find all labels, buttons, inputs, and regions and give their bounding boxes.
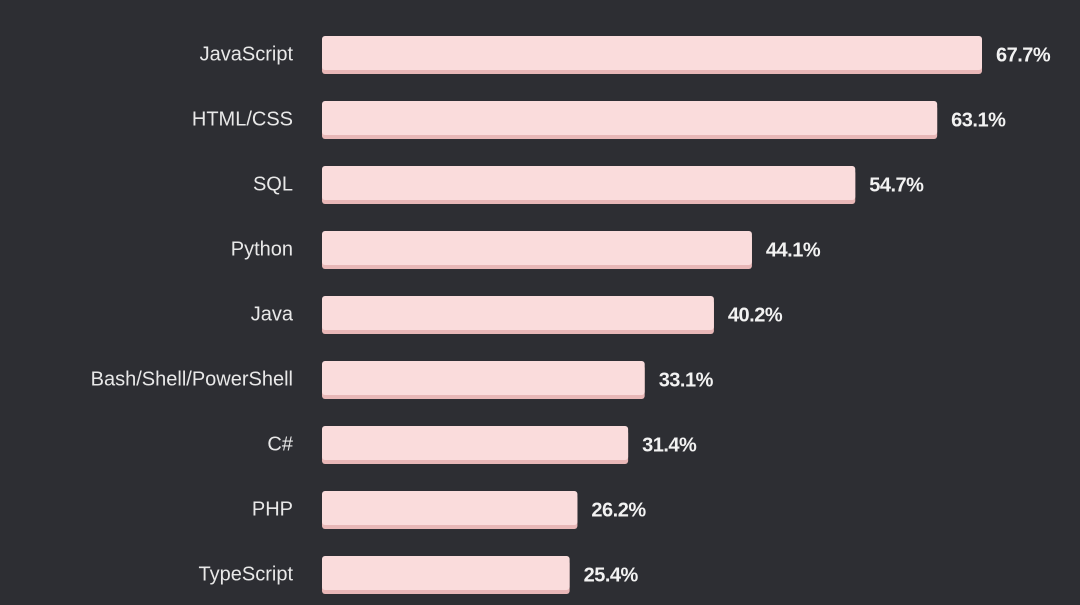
bar-row: PHP 26.2% xyxy=(252,491,647,529)
category-label: PHP xyxy=(252,498,293,520)
value-label: 54.7% xyxy=(869,174,924,196)
bar-row: HTML/CSS 63.1% xyxy=(192,101,1007,139)
bar xyxy=(322,491,578,525)
category-label: JavaScript xyxy=(200,43,294,65)
bar-row: JavaScript 67.7% xyxy=(200,36,1051,74)
value-label: 63.1% xyxy=(951,109,1006,131)
bar xyxy=(322,296,714,330)
value-label: 44.1% xyxy=(766,239,821,261)
category-label: HTML/CSS xyxy=(192,108,293,130)
bars-group: JavaScript 67.7% HTML/CSS 63.1% SQL 54.7% Pyth… xyxy=(91,36,1051,594)
bar xyxy=(322,166,856,200)
category-label: Python xyxy=(231,238,293,260)
bar-row: C# 31.4% xyxy=(267,426,698,464)
bar-row: Java 40.2% xyxy=(251,296,783,334)
bar xyxy=(322,36,982,70)
category-label: Java xyxy=(251,303,294,325)
value-label: 26.2% xyxy=(591,499,646,521)
category-label: TypeScript xyxy=(199,563,294,585)
bar-row: SQL 54.7% xyxy=(253,166,925,204)
bar-row: Python 44.1% xyxy=(231,231,821,269)
category-label: SQL xyxy=(253,173,293,195)
bar xyxy=(322,426,629,460)
bar-row: Bash/Shell/PowerShell 33.1% xyxy=(91,361,714,399)
bar xyxy=(322,361,645,395)
value-label: 31.4% xyxy=(642,434,697,456)
value-label: 67.7% xyxy=(996,44,1051,66)
bar xyxy=(322,556,570,590)
category-label: Bash/Shell/PowerShell xyxy=(91,368,293,390)
bar-row: TypeScript 25.4% xyxy=(199,556,639,594)
category-label: C# xyxy=(267,433,293,455)
bar xyxy=(322,101,938,135)
bar xyxy=(322,231,752,265)
value-label: 25.4% xyxy=(584,564,639,586)
value-label: 33.1% xyxy=(659,369,714,391)
value-label: 40.2% xyxy=(728,304,783,326)
